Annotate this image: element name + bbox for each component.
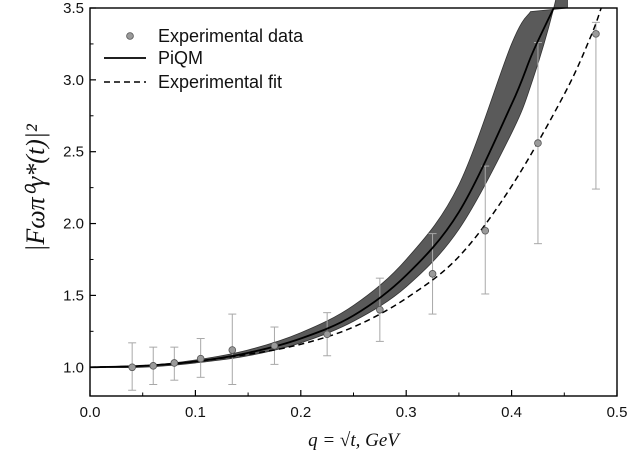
data-point bbox=[149, 362, 158, 370]
legend-marker-experimental-data bbox=[126, 32, 134, 40]
y-tick-label: 2.0 bbox=[63, 216, 84, 233]
error-bar bbox=[591, 21, 600, 190]
data-point bbox=[376, 305, 384, 314]
data-point bbox=[228, 346, 237, 354]
x-tick-label: 0.2 bbox=[290, 404, 311, 421]
x-tick-label: 0.4 bbox=[501, 404, 522, 421]
data-point bbox=[481, 226, 490, 235]
data-point bbox=[270, 341, 279, 350]
data-point bbox=[323, 330, 331, 339]
experimental-fit-line bbox=[89, 7, 602, 369]
x-tick-label: 0.0 bbox=[80, 404, 101, 421]
y-tick-label: 3.5 bbox=[63, 0, 84, 17]
ticks-layer: 0.0 0.1 0.2 0.3 0.4 0.5 1.0 1.5 2.0 2.5 3.0 3.5 bbox=[63, 0, 627, 421]
data-point bbox=[592, 30, 600, 38]
y-axis-title: |Fωπ⁰γ*(t)|² bbox=[21, 123, 50, 252]
legend-label-experimental-fit: Experimental fit bbox=[158, 72, 282, 92]
y-tick-label: 1.0 bbox=[63, 359, 84, 376]
legend-label-piqm: PiQM bbox=[158, 48, 203, 68]
legend-label-experimental-data: Experimental data bbox=[158, 26, 304, 46]
y-tick-label: 2.5 bbox=[63, 144, 84, 161]
x-tick-label: 0.1 bbox=[185, 404, 206, 421]
x-tick-label: 0.3 bbox=[396, 404, 417, 421]
y-tick-label: 1.5 bbox=[63, 287, 84, 304]
x-tick-label: 0.5 bbox=[607, 404, 628, 421]
data-points-layer bbox=[128, 30, 600, 372]
data-point bbox=[170, 359, 179, 367]
lines-layer bbox=[89, 7, 602, 369]
legend: Experimental data PiQM Experimental fit bbox=[104, 26, 304, 92]
y-tick-label: 3.0 bbox=[63, 72, 84, 89]
data-point bbox=[534, 139, 542, 147]
piqm-line bbox=[89, 7, 555, 369]
x-axis-title: q = √t, GeV bbox=[308, 430, 401, 451]
data-point bbox=[196, 354, 205, 363]
data-point bbox=[428, 270, 437, 278]
data-point bbox=[128, 363, 136, 372]
